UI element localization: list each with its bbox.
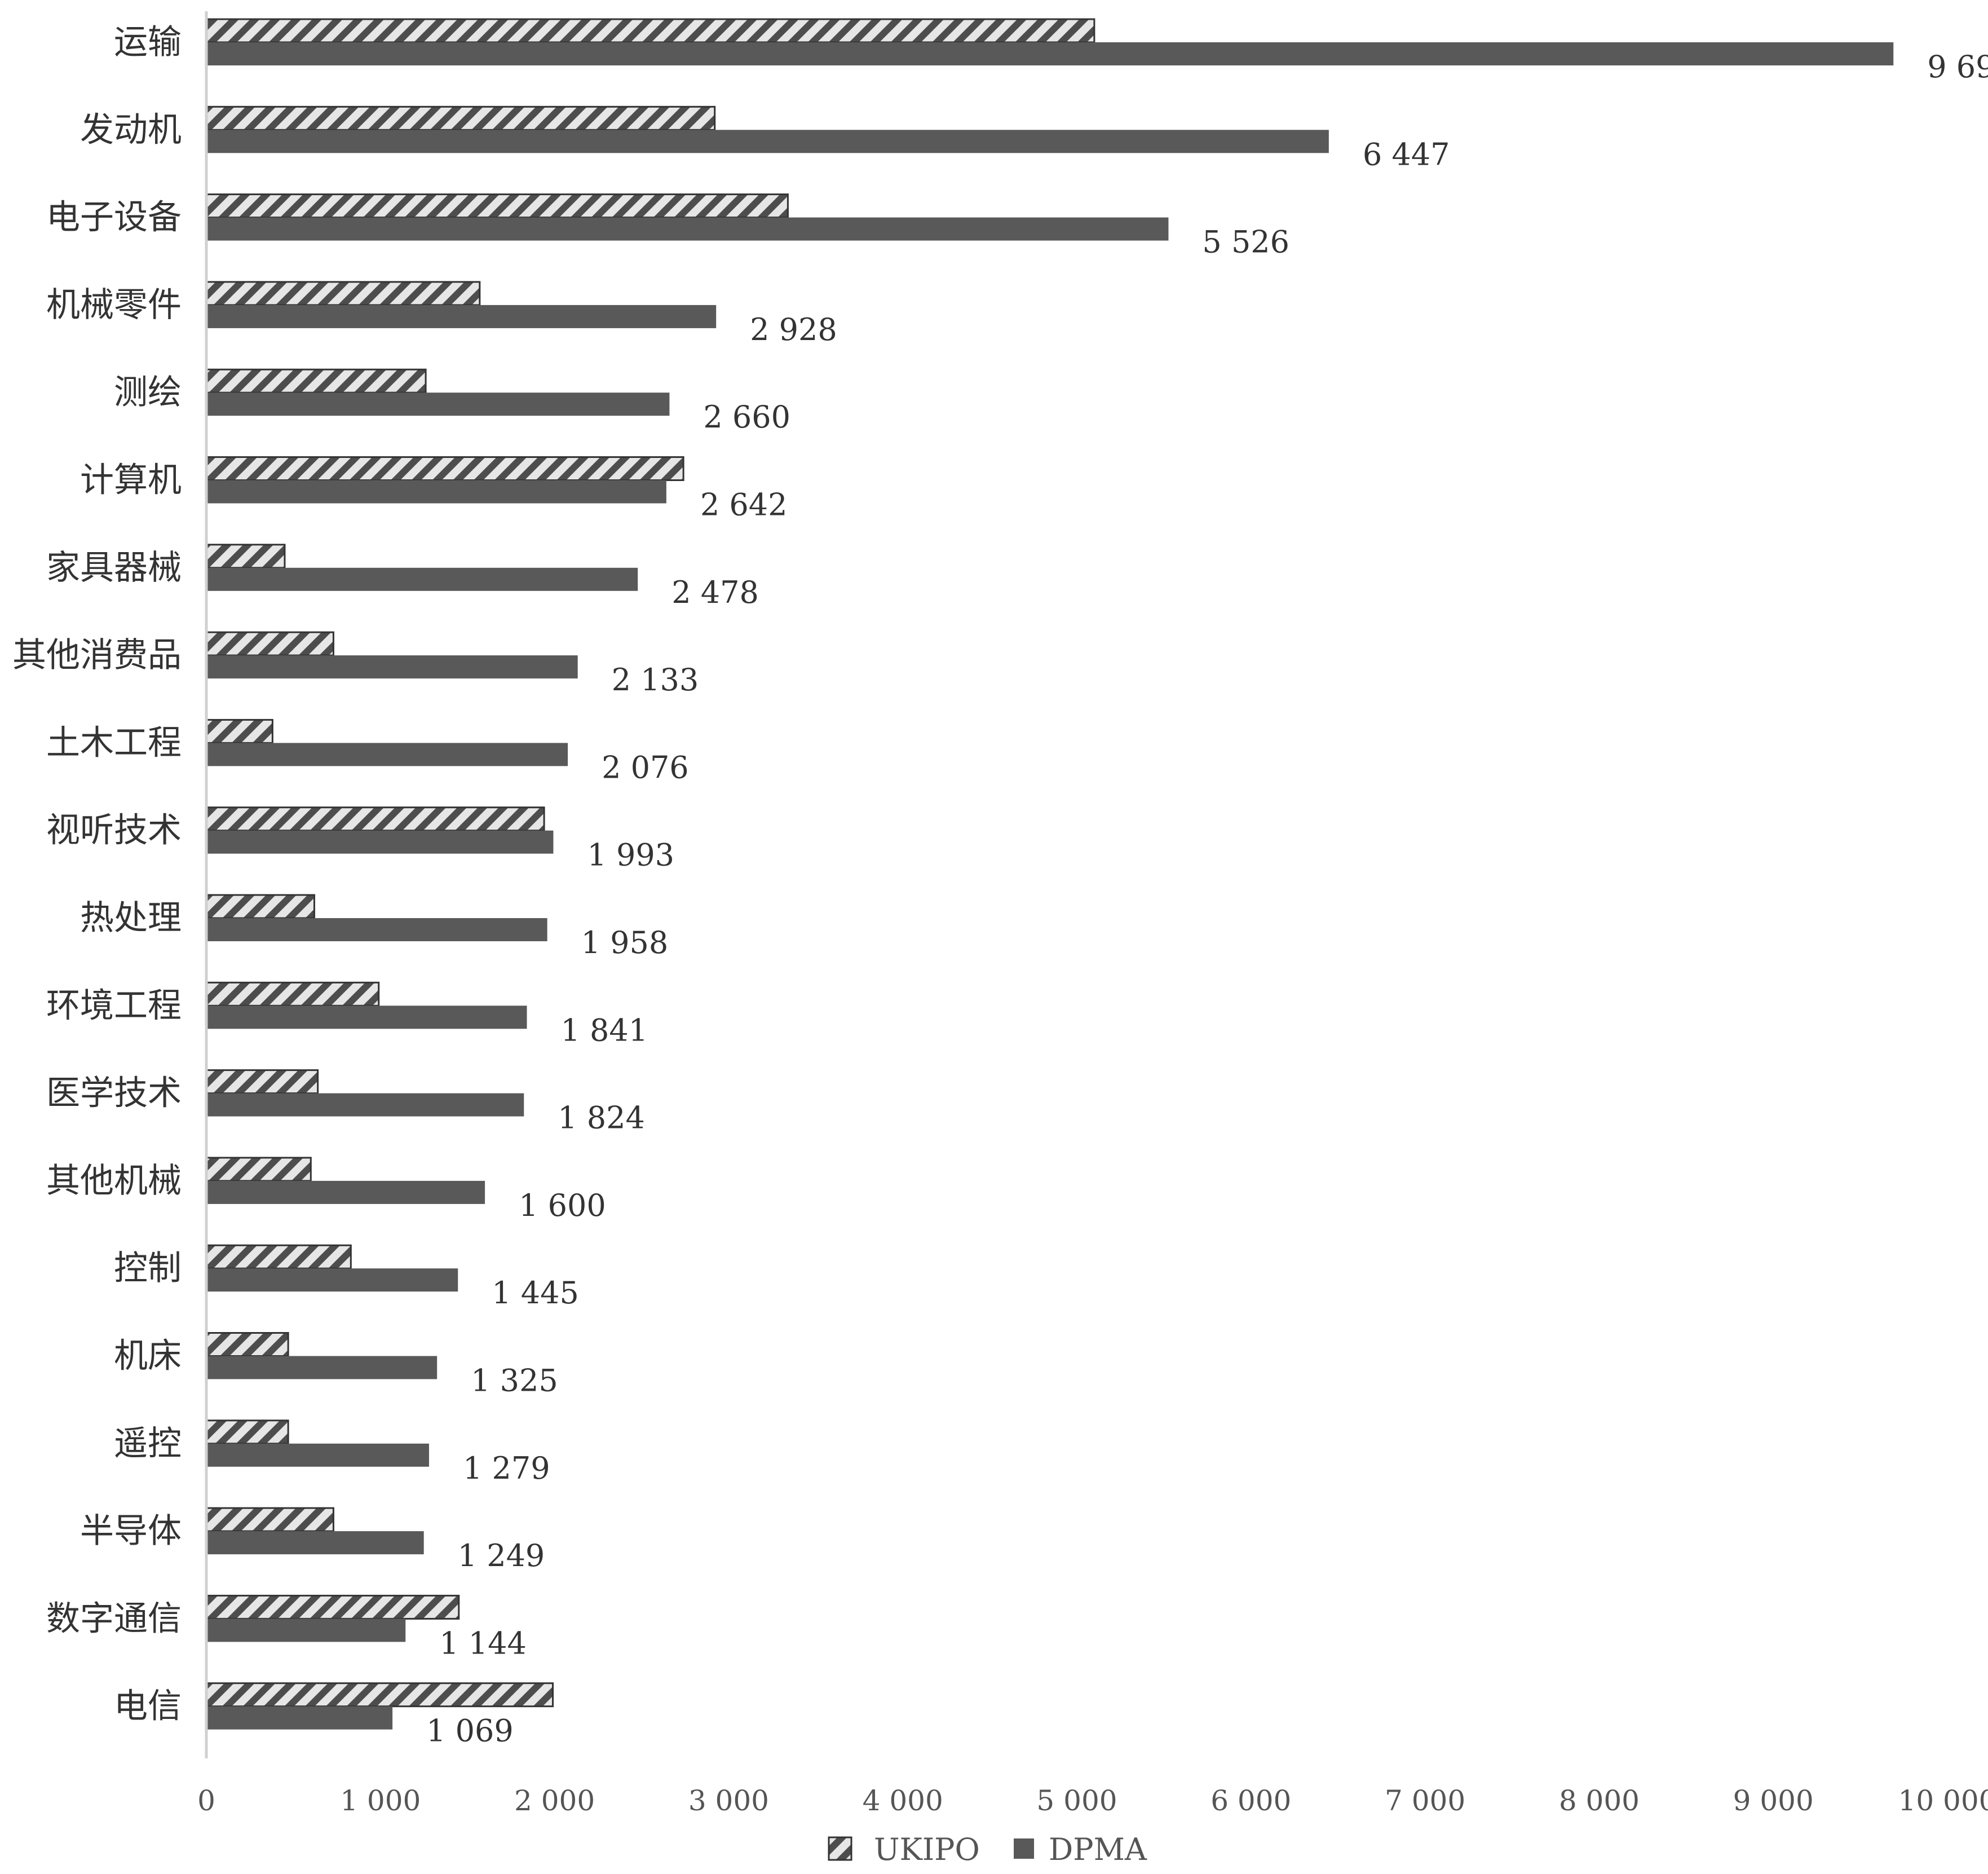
data-label: 2 928 — [750, 312, 837, 347]
category-label: 家具器械 — [46, 548, 182, 588]
bar-ukipo — [205, 193, 789, 219]
category-label: 控制 — [114, 1249, 182, 1288]
bar-ukipo — [205, 456, 684, 481]
data-label: 1 824 — [558, 1100, 645, 1136]
category-label: 运输 — [114, 23, 182, 62]
data-label: 1 958 — [581, 925, 669, 960]
bar-ukipo — [205, 1682, 554, 1708]
category-label: 机械零件 — [46, 285, 182, 325]
bar-ukipo — [205, 1419, 289, 1445]
x-tick-label: 2 000 — [514, 1784, 595, 1817]
bar-ukipo — [205, 544, 286, 569]
legend-label-dpma: DPMA — [1049, 1832, 1147, 1867]
x-tick-label: 7 000 — [1385, 1784, 1465, 1817]
bar-dpma — [206, 830, 554, 854]
x-tick-label: 1 000 — [340, 1784, 421, 1817]
bar-ukipo — [205, 281, 481, 306]
category-label: 其他机械 — [46, 1161, 182, 1201]
category-label: 医学技术 — [46, 1074, 182, 1113]
data-label: 5 526 — [1202, 224, 1289, 260]
category-label: 计算机 — [80, 461, 182, 500]
category-label: 其他消费品 — [12, 636, 182, 675]
category-label: 环境工程 — [46, 986, 182, 1025]
data-label: 2 642 — [700, 487, 788, 523]
bar-ukipo — [205, 1594, 460, 1620]
category-label: 视听技术 — [46, 811, 182, 850]
data-label: 1 600 — [519, 1188, 606, 1223]
category-label: 遥控 — [114, 1424, 182, 1463]
bar-dpma — [206, 1443, 429, 1467]
data-label: 1 279 — [463, 1450, 550, 1486]
data-label: 1 069 — [426, 1713, 514, 1749]
data-label: 2 478 — [671, 575, 759, 610]
legend-label-ukipo: UKIPO — [874, 1832, 980, 1867]
legend-swatch-dpma — [1014, 1838, 1034, 1859]
x-tick-label: 4 000 — [863, 1784, 943, 1817]
bar-dpma — [206, 918, 547, 941]
bar-dpma — [206, 1006, 527, 1029]
bar-ukipo — [205, 631, 334, 656]
bar-dpma — [206, 655, 578, 679]
category-label: 测绘 — [114, 373, 182, 412]
x-tick-label: 9 000 — [1733, 1784, 1814, 1817]
bar-ukipo — [205, 368, 427, 394]
bar-ukipo — [205, 1157, 312, 1182]
bar-ukipo — [205, 1244, 352, 1269]
bar-ukipo — [205, 718, 273, 744]
bar-dpma — [206, 305, 717, 328]
bar-ukipo — [205, 1069, 319, 1095]
data-label: 9 690 — [1927, 49, 1988, 85]
bar-dpma — [206, 480, 666, 504]
category-label: 机床 — [114, 1337, 182, 1376]
bar-dpma — [206, 1268, 458, 1292]
bar-ukipo — [205, 1507, 334, 1532]
data-label: 2 660 — [703, 399, 790, 435]
category-label: 发动机 — [80, 110, 182, 149]
bar-dpma — [206, 1531, 424, 1555]
x-tick-label: 3 000 — [688, 1784, 769, 1817]
bar-dpma — [206, 217, 1169, 241]
bar-dpma — [206, 1619, 406, 1642]
bar-dpma — [206, 743, 568, 766]
data-label: 1 841 — [561, 1012, 648, 1048]
x-tick-label: 6 000 — [1211, 1784, 1291, 1817]
data-label: 6 447 — [1363, 136, 1450, 172]
data-label: 2 133 — [612, 662, 699, 698]
bar-ukipo — [205, 105, 716, 131]
data-label: 2 076 — [602, 749, 689, 785]
bar-ukipo — [205, 18, 1095, 43]
data-label: 1 249 — [458, 1538, 545, 1573]
data-label: 1 325 — [471, 1363, 558, 1399]
x-tick-label: 5 000 — [1036, 1784, 1117, 1817]
category-label: 数字通信 — [46, 1599, 182, 1638]
x-tick-label: 10 000 — [1898, 1784, 1988, 1817]
bar-ukipo — [205, 894, 315, 919]
bar-dpma — [206, 42, 1894, 65]
bar-ukipo — [205, 806, 545, 832]
data-label: 1 445 — [492, 1275, 579, 1311]
bar-ukipo — [205, 1332, 289, 1357]
bar-dpma — [206, 1706, 393, 1730]
bar-ukipo — [205, 981, 380, 1007]
data-label: 1 993 — [587, 837, 674, 873]
category-label: 电子设备 — [46, 198, 182, 237]
category-label: 半导体 — [80, 1511, 182, 1551]
category-label: 土木工程 — [46, 723, 182, 762]
category-label: 热处理 — [80, 898, 182, 938]
bar-dpma — [206, 1093, 524, 1117]
bar-dpma — [206, 1356, 438, 1379]
x-tick-label: 0 — [197, 1784, 215, 1817]
legend-swatch-ukipo — [828, 1836, 852, 1861]
category-label: 电信 — [114, 1687, 182, 1726]
bar-dpma — [206, 1180, 485, 1204]
bar-dpma — [206, 130, 1329, 153]
x-tick-label: 8 000 — [1559, 1784, 1640, 1817]
bar-dpma — [206, 567, 638, 591]
bar-dpma — [206, 393, 670, 416]
data-label: 1 144 — [439, 1625, 527, 1661]
